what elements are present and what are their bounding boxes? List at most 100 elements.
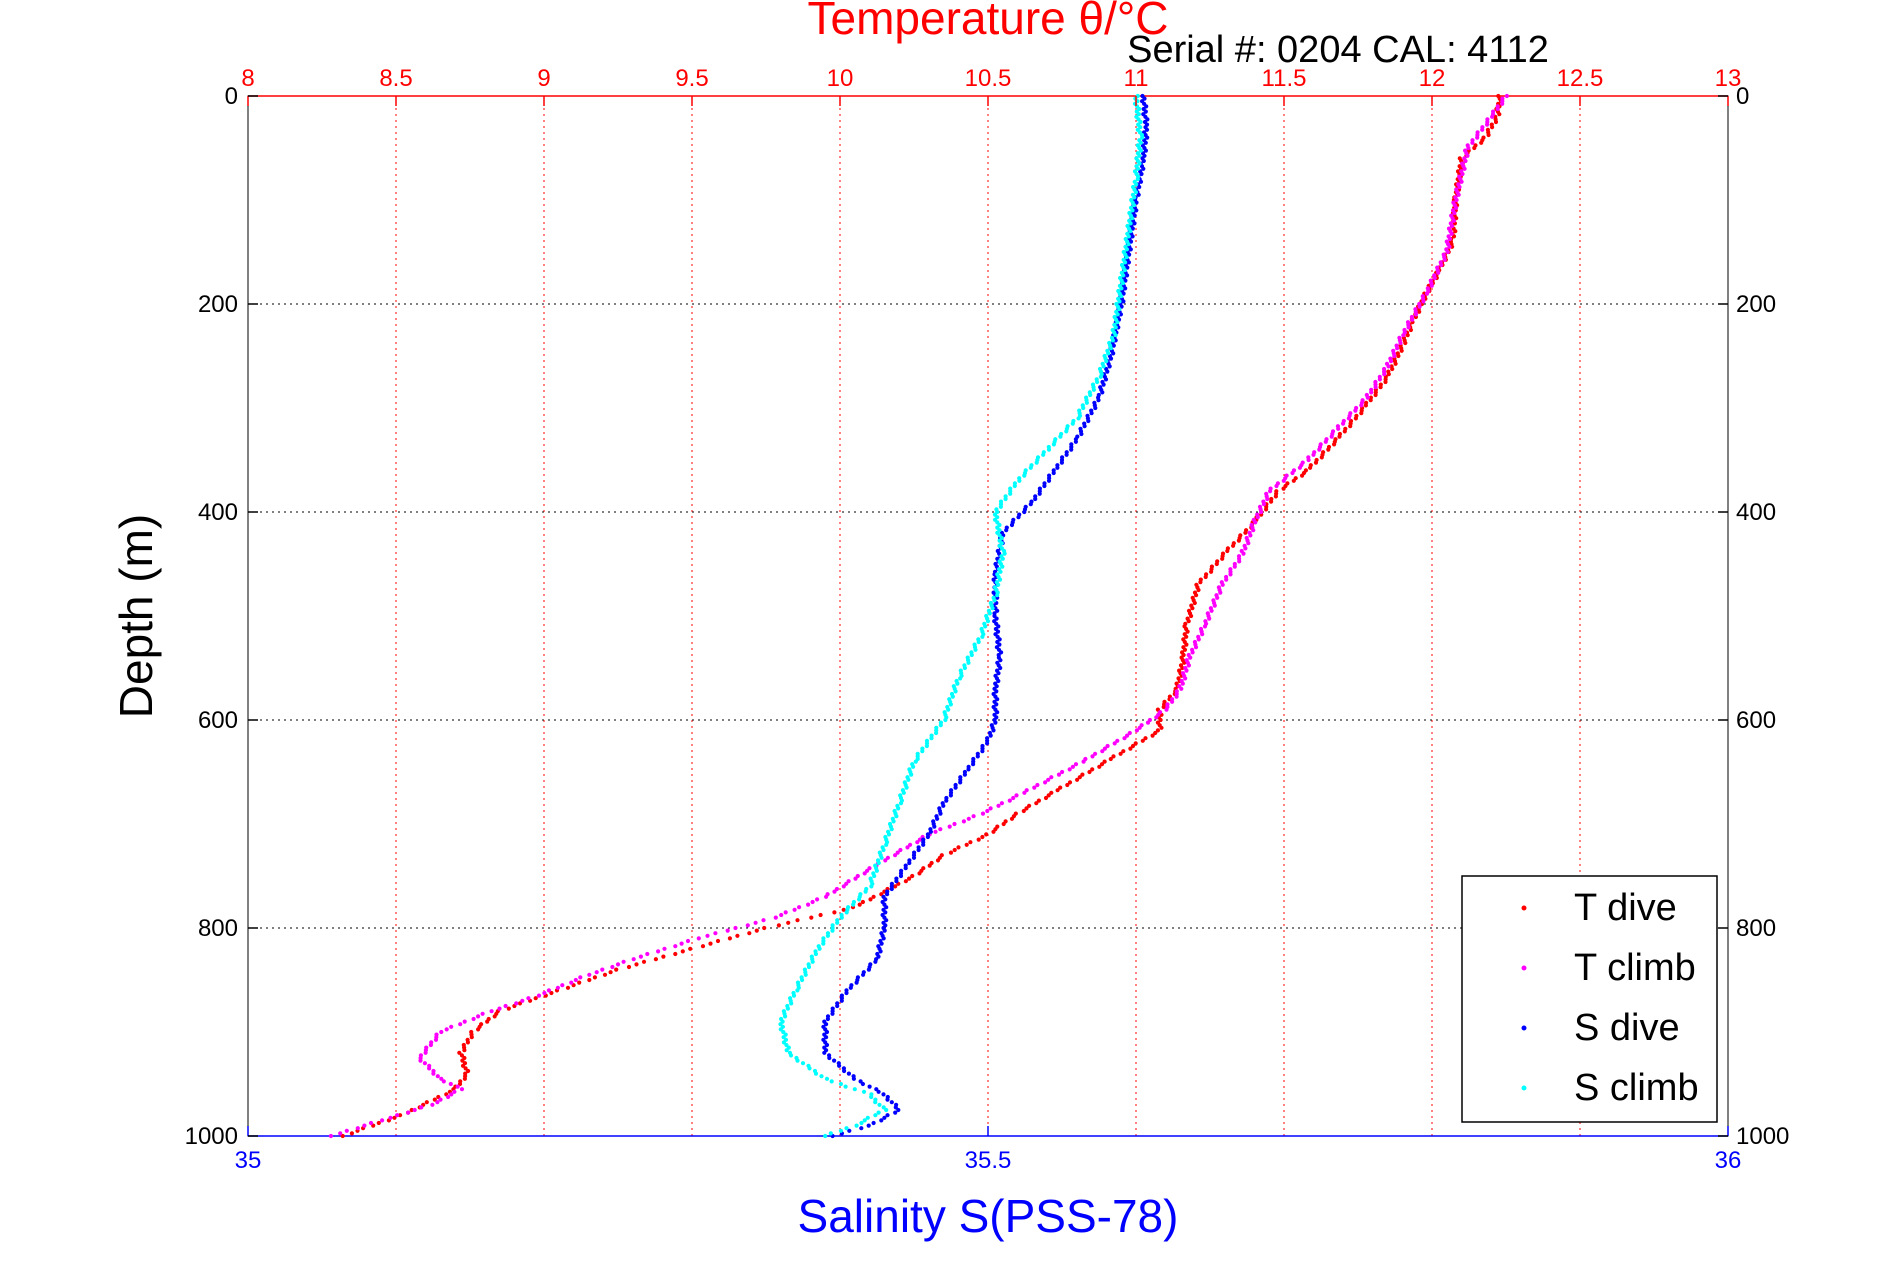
data-point [997,577,1003,582]
data-point [1051,442,1056,447]
data-point [893,1110,898,1115]
data-point [1398,340,1403,346]
data-point [1014,793,1019,798]
data-point [1138,179,1144,184]
data-point [909,772,914,777]
data-point [610,964,615,970]
data-point [1396,353,1401,359]
data-point [803,972,808,977]
data-point [1121,299,1126,304]
data-point [1194,593,1199,598]
data-point [871,894,876,899]
data-point [807,1066,812,1071]
data-point [459,1053,464,1058]
data-point [788,1053,794,1058]
data-point [1016,515,1021,520]
data-point [994,702,999,707]
data-point [830,928,835,933]
data-point [1043,795,1049,801]
data-point [546,988,552,993]
data-point [791,993,797,998]
data-point [1034,801,1039,806]
data-point [497,1006,502,1011]
data-point [881,847,886,853]
data-point [1504,93,1509,99]
data-point [560,983,565,988]
data-point [466,1068,471,1074]
data-point [860,899,866,905]
data-point [503,1003,508,1009]
data-point [815,897,820,902]
series-t-dive [340,93,1504,1139]
data-point [1417,304,1422,309]
data-point [971,814,976,819]
data-point [1220,582,1225,587]
data-point [883,897,888,902]
data-point [1134,728,1139,733]
data-point [465,1040,470,1045]
data-point [1273,494,1278,499]
data-point [869,1094,874,1100]
data-point [927,863,932,868]
data-point [929,736,934,741]
data-point [962,772,968,777]
data-point [1143,148,1148,153]
data-point [1132,203,1137,208]
data-point [824,1076,830,1081]
data-point [673,944,678,949]
data-point [428,1042,433,1048]
data-point [824,894,829,899]
data-point [1413,312,1419,317]
data-point [1184,668,1189,673]
data-point [996,803,1001,808]
data-point [947,824,952,829]
data-point [1028,502,1033,507]
data-point [1064,429,1069,434]
data-point [966,767,971,772]
data-point [439,1076,444,1081]
data-point [430,1102,435,1107]
data-point [1125,733,1130,738]
data-point [1186,663,1191,668]
data-point [418,1058,423,1063]
data-point [455,1084,460,1089]
data-point [1237,559,1242,564]
data-point [893,884,898,889]
data-point [1170,699,1175,704]
data-point [1241,551,1246,556]
data-point [907,876,912,881]
data-point [1145,135,1150,140]
data-point [713,931,718,936]
data-point [705,933,710,938]
data-point [1424,291,1430,296]
data-point [1130,208,1135,213]
data-point [1401,333,1406,338]
data-point [1067,767,1072,772]
data-point [894,879,899,884]
data-point [955,681,960,686]
data-point [889,886,894,892]
data-point [1459,179,1464,184]
ticks: 8 8.5 9 9.5 10 10.5 11 11.5 12 12.5 13 35 35.5 36 0 0 20… [185,65,1790,1174]
data-point [1209,569,1214,574]
data-point [953,785,958,790]
data-point [1106,351,1111,356]
data-point [1198,580,1203,585]
data-point [874,868,880,873]
data-point [883,910,888,915]
data-point [1392,353,1397,359]
data-point [1143,736,1148,741]
legend-label: T climb [1574,947,1696,989]
data-point [813,951,819,957]
data-point [862,1118,867,1123]
data-point [1136,192,1141,197]
data-point [800,977,805,983]
data-point [980,811,986,816]
data-point [469,1035,474,1040]
grid [247,96,1729,1136]
data-point [1141,158,1146,164]
data-point [966,660,971,665]
data-point [893,853,898,858]
data-point [662,946,667,951]
y-tick-label-right: 200 [1736,291,1776,318]
